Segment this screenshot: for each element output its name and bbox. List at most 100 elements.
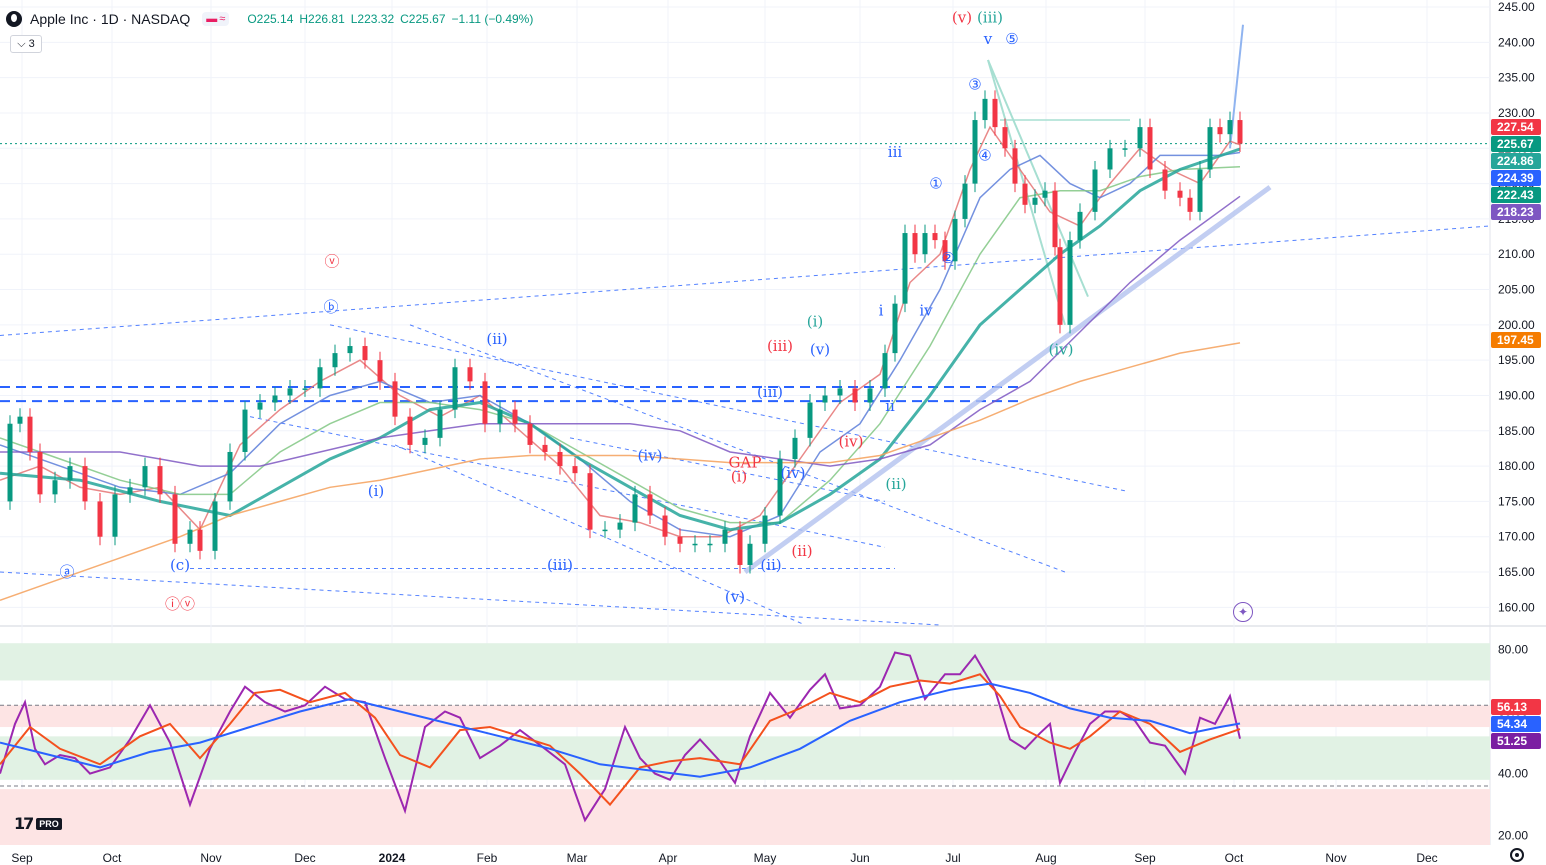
candle-body — [212, 501, 218, 551]
candle-body — [142, 466, 148, 488]
wave-label: (ii) — [486, 330, 507, 348]
price-axis-label: 230.00 — [1498, 106, 1535, 120]
osc-tag-text: 54.34 — [1497, 717, 1527, 731]
candle-body — [1227, 120, 1233, 135]
wave-label: ⑤ — [1005, 30, 1018, 48]
candle-body — [762, 515, 768, 544]
time-axis-label: Sep — [11, 851, 33, 865]
candle-body — [922, 233, 928, 255]
uptrend-channel-line — [743, 185, 1272, 575]
candle-body — [27, 416, 33, 452]
candle-body — [1022, 183, 1028, 205]
price-axis-label: 180.00 — [1498, 459, 1535, 473]
candle-body — [112, 494, 118, 537]
pro-badge: PRO — [36, 817, 62, 830]
candle-body — [867, 388, 873, 403]
candle-body — [242, 409, 248, 452]
candle-body — [1137, 127, 1143, 149]
wave-label: i — [879, 302, 884, 320]
time-axis-label: Apr — [659, 851, 678, 865]
price-tag — [1491, 119, 1541, 135]
trend-line — [0, 571, 941, 626]
candle-body — [807, 402, 813, 438]
candle-body — [272, 395, 278, 403]
price-axis-label: 235.00 — [1498, 71, 1535, 85]
osc-band-upper-green — [0, 643, 1490, 681]
candle-body — [422, 437, 428, 445]
time-axis-label: Dec — [294, 851, 315, 865]
candle-body — [1057, 247, 1063, 325]
ma-line-6 — [0, 342, 1241, 602]
ma-line-5 — [0, 195, 1241, 467]
price-tag-text: 222.43 — [1497, 188, 1534, 202]
candle-body — [52, 480, 58, 495]
indicators-toggle[interactable]: ⌵ 3 — [10, 35, 42, 53]
candle-body — [497, 409, 503, 424]
symbol-title[interactable]: Apple Inc · 1D · NASDAQ — [30, 11, 191, 27]
osc-tag — [1491, 699, 1541, 715]
candle-body — [1032, 197, 1038, 205]
wave-label: (iii) — [767, 337, 793, 355]
wave-label: iv — [919, 302, 933, 320]
osc-tag-text: 56.13 — [1497, 700, 1527, 714]
candle-body — [512, 409, 518, 424]
wave-label: ⓥ — [324, 252, 339, 270]
wave-label: (v) — [952, 9, 972, 27]
candle-body — [1187, 197, 1193, 212]
tradingview-logo[interactable]: 17 PRO — [14, 814, 62, 833]
wave-label: ⓐ — [59, 563, 74, 581]
candle-body — [992, 98, 998, 128]
candle-body — [1177, 190, 1183, 198]
candle-body — [287, 388, 293, 396]
price-tag — [1491, 136, 1541, 152]
candle-body — [1207, 127, 1213, 170]
candle-body — [1067, 240, 1073, 325]
wave-label: (iv) — [638, 447, 663, 465]
candle-body — [1002, 127, 1008, 149]
sparkle-icon[interactable]: ✦ — [1233, 602, 1253, 622]
candle-body — [467, 367, 473, 382]
osc-band-lower-red — [0, 789, 1490, 845]
candle-body — [482, 381, 488, 424]
candle-body — [97, 501, 103, 537]
apple-logo-icon — [6, 11, 22, 27]
price-axis-label: 210.00 — [1498, 247, 1535, 261]
candle-body — [197, 529, 203, 551]
ma-line-1 — [0, 125, 1241, 538]
settings-gear-icon[interactable] — [1510, 848, 1524, 862]
time-axis-label: Sep — [1134, 851, 1156, 865]
candle-body — [1077, 211, 1083, 241]
candle-body — [932, 233, 938, 241]
candle-body — [617, 522, 623, 530]
wave-label: (iv) — [781, 464, 806, 482]
candle-body — [707, 543, 713, 546]
candle-body — [407, 416, 413, 445]
wave-label: (i) — [368, 482, 385, 500]
candle-body — [982, 98, 988, 121]
price-tag — [1491, 187, 1541, 203]
low-value: L223.32 — [350, 12, 395, 26]
time-axis-label: Dec — [1416, 851, 1437, 865]
candle-body — [392, 381, 398, 417]
visibility-toggle[interactable]: ▬ ≈ — [202, 12, 230, 26]
price-tag — [1491, 332, 1541, 348]
wave-label: (iv) — [1049, 341, 1074, 359]
minus-icon: ▬ — [206, 13, 218, 25]
candle-body — [17, 416, 23, 424]
candle-body — [1042, 190, 1048, 198]
candle-body — [662, 515, 668, 537]
price-axis-label: 240.00 — [1498, 35, 1535, 49]
price-axis-label: 200.00 — [1498, 318, 1535, 332]
price-tag-text: 224.86 — [1497, 154, 1534, 168]
candle-body — [302, 388, 308, 390]
candle-body — [852, 388, 858, 403]
wave-label: (iii) — [977, 9, 1003, 27]
candle-body — [452, 367, 458, 410]
candle-body — [317, 367, 323, 389]
candle-body — [542, 444, 548, 452]
time-axis-label: Mar — [567, 851, 588, 865]
price-tag-text: 218.23 — [1497, 205, 1534, 219]
open-value: O225.14 — [247, 12, 294, 26]
osc-line-2 — [0, 682, 1241, 778]
